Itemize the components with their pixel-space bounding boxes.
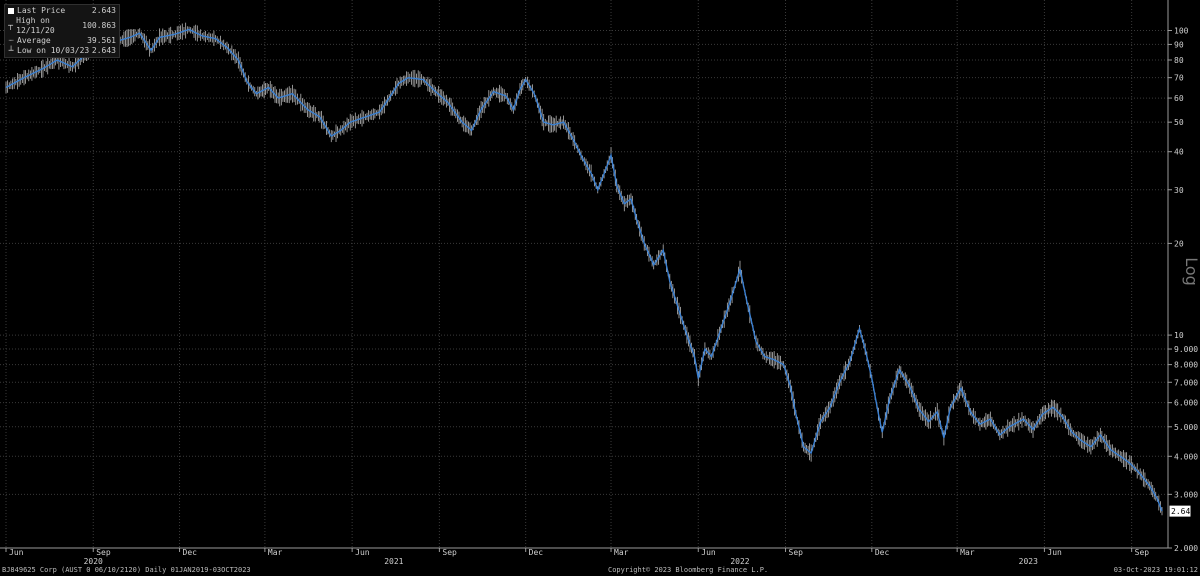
legend-value: 39.561 [87,36,116,45]
y-tick-label: 8.000 [1174,361,1198,370]
x-tick-label: Jun [9,548,24,557]
x-tick-label: Jun [701,548,716,557]
x-axis-ticks: Jun Sep Dec Mar Jun Sep Dec Mar Jun Sep Dec Mar Jun S… [5,548,1150,566]
y-tick-label: 90 [1174,40,1184,49]
legend-value: 2.643 [91,46,116,55]
y-tick-label: 80 [1174,56,1184,65]
y-tick-label: 4.000 [1174,452,1198,461]
x-tick-label: Dec [183,548,198,557]
x-tick-label: Jun [355,548,370,557]
footer-security-info: BJ849625 Corp (AUST 0 06/10/2120) Daily … [2,566,251,574]
square-icon [8,8,14,14]
y-tick-label: 9.000 [1174,345,1198,354]
last-price-value: 2.643 [1171,507,1195,516]
log-scale-label: Log [1181,257,1200,286]
price-line [5,28,1163,512]
legend-value: 100.863 [82,21,116,30]
x-tick-label: Sep [96,548,111,557]
legend-last-price: Last Price 2.643 [8,6,116,16]
last-price-tag: 2.643 [1168,504,1195,518]
legend-value: 2.643 [91,6,116,15]
x-year-label: 2023 [1019,557,1038,566]
footer-copyright: Copyright© 2023 Bloomberg Finance L.P. [608,566,769,574]
legend-average: ┈ Average 39.561 [8,36,116,46]
legend-label: Average [17,36,51,45]
y-tick-label: 50 [1174,118,1184,127]
y-tick-label: 30 [1174,186,1184,195]
gridlines [0,0,1168,549]
y-tick-label: 60 [1174,94,1184,103]
price-line-series [5,28,1163,512]
x-tick-label: Mar [960,548,975,557]
legend-label: High on 12/11/20 [16,16,55,35]
x-year-label: 2021 [384,557,403,566]
y-tick-label: 10 [1174,331,1184,340]
chart-legend: Last Price 2.643 ┬ High on 12/11/20 100.8… [4,4,120,58]
y-tick-label: 70 [1174,74,1184,83]
y-tick-label: 7.000 [1174,378,1198,387]
high-marker-icon: ┬ [8,21,13,30]
x-tick-label: Dec [529,548,544,557]
legend-high: ┬ High on 12/11/20 100.863 [8,16,116,36]
x-tick-label: Jun [1047,548,1062,557]
y-tick-label: 3.000 [1174,490,1198,499]
x-tick-label: Sep [1135,548,1150,557]
y-tick-label: 5.000 [1174,423,1198,432]
legend-label: Last Price [17,6,66,15]
footer-timestamp: 03-Oct-2023 19:01:12 [1113,566,1198,574]
y-axis-ticks: 100 90 80 70 60 50 40 30 20 10 9.000 8.000 7.000 6.00… [1168,26,1198,553]
x-tick-label: Dec [875,548,890,557]
x-tick-label: Sep [789,548,804,557]
x-tick-label: Mar [614,548,629,557]
legend-label: Low on 10/03/23 [17,46,90,55]
average-marker-icon: ┈ [8,36,14,45]
x-year-label: 2022 [730,557,749,566]
x-tick-label: Sep [442,548,457,557]
last-price-box [1168,504,1192,518]
y-tick-label: 40 [1174,148,1184,157]
x-year-label: 2020 [84,557,103,566]
y-tick-label: 100 [1174,26,1189,35]
legend-low: ┴ Low on 10/03/23 2.643 [8,46,116,56]
y-tick-label: 20 [1174,239,1184,248]
x-tick-label: Mar [268,548,283,557]
low-marker-icon: ┴ [8,46,14,55]
y-tick-label: 6.000 [1174,399,1198,408]
y-tick-label: 2.000 [1174,544,1198,553]
